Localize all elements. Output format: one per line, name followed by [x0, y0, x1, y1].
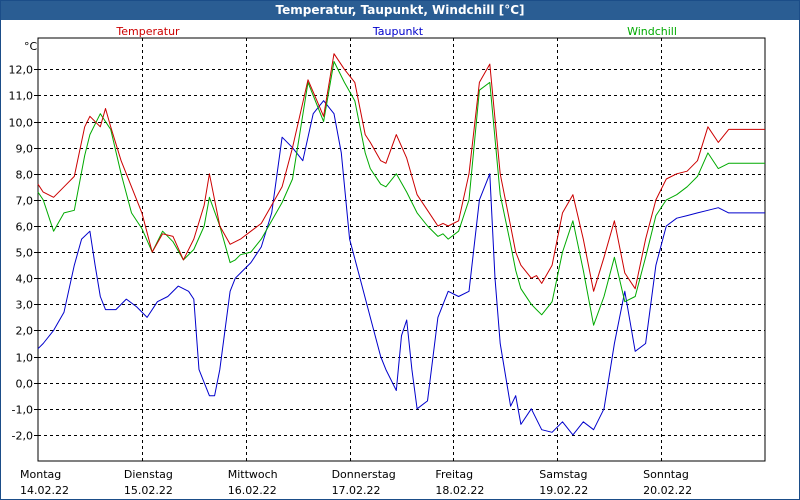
y-tick-label: -2,0	[12, 430, 33, 443]
day-date-label: 15.02.22	[124, 484, 173, 497]
day-weekday-label: Mittwoch	[228, 468, 278, 481]
y-tick-label: 5,0	[16, 247, 34, 260]
y-tick-label: 12,0	[9, 64, 34, 77]
day-weekday-label: Freitag	[435, 468, 473, 481]
y-tick-label: 7,0	[16, 195, 34, 208]
day-weekday-label: Dienstag	[124, 468, 173, 481]
day-weekday-label: Donnerstag	[332, 468, 396, 481]
y-tick-label: 6,0	[16, 221, 34, 234]
day-date-label: 17.02.22	[332, 484, 381, 497]
day-weekday-label: Samstag	[539, 468, 587, 481]
y-tick-label: 2,0	[16, 325, 34, 338]
day-date-label: 16.02.22	[228, 484, 277, 497]
legend-temperatur: Temperatur	[115, 25, 180, 38]
y-tick-label: 11,0	[9, 90, 34, 103]
y-tick-label: -1,0	[12, 404, 33, 417]
y-tick-label: 4,0	[16, 273, 34, 286]
day-date-label: 20.02.22	[643, 484, 692, 497]
y-tick-label: 3,0	[16, 299, 34, 312]
taupunkt-line	[37, 100, 765, 436]
temperatur-line	[37, 53, 765, 292]
plot-border	[37, 37, 766, 462]
day-date-label: 19.02.22	[539, 484, 588, 497]
legend-taupunkt: Taupunkt	[372, 25, 424, 38]
day-date-label: 18.02.22	[435, 484, 484, 497]
y-tick-label: 0,0	[16, 378, 34, 391]
y-tick-label: 8,0	[16, 169, 34, 182]
y-tick-label: 10,0	[9, 117, 34, 130]
chart-title: Temperatur, Taupunkt, Windchill [°C]	[1, 1, 799, 20]
y-axis-unit-label: °C	[24, 40, 38, 53]
plot-background	[38, 38, 765, 461]
legend-windchill: Windchill	[627, 25, 677, 38]
day-weekday-label: Montag	[20, 468, 61, 481]
y-tick-label: 1,0	[16, 352, 34, 365]
y-tick-label: 9,0	[16, 143, 34, 156]
day-date-label: 14.02.22	[20, 484, 69, 497]
day-weekday-label: Sonntag	[643, 468, 689, 481]
